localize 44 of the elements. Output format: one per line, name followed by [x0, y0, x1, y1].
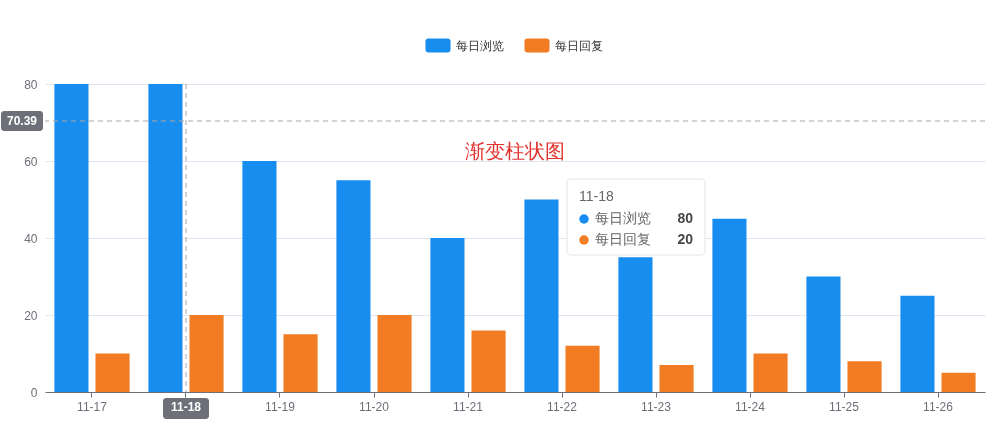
legend-label: 每日浏览 [456, 38, 504, 53]
bar [95, 353, 130, 392]
y-tick-label: 80 [24, 77, 38, 92]
bar [148, 84, 183, 392]
annotation: 20 [677, 231, 694, 247]
bar [900, 295, 935, 392]
bar [712, 218, 747, 392]
bar [524, 199, 559, 392]
legend-label: 每日回复 [555, 38, 603, 53]
x-tick-label: 11-26 [923, 399, 954, 414]
bar [189, 315, 224, 392]
x-tick-label: 11-17 [77, 399, 108, 414]
bar [847, 361, 882, 392]
annotation: 80 [677, 210, 694, 226]
annotation: 每日浏览 [595, 210, 651, 226]
x-tick-label: 11-23 [641, 399, 672, 414]
text: 渐变柱状图 [465, 140, 565, 162]
annotation: 每日回复 [595, 231, 651, 247]
bar [806, 276, 841, 392]
annotation: 11-18 [579, 188, 614, 204]
x-tick-label: 11-21 [453, 399, 484, 414]
x-tick-label: 11-22 [547, 399, 578, 414]
bar [753, 353, 788, 392]
x-tick-label: 11-18 [170, 399, 202, 414]
x-tick-label: 11-19 [265, 399, 296, 414]
bar [54, 84, 89, 392]
bar [471, 330, 506, 392]
bar [430, 238, 465, 392]
bar [283, 334, 318, 392]
x-tick-label: 11-24 [735, 399, 766, 414]
x-tick-label: 11-20 [359, 399, 390, 414]
x-tick-label: 11-25 [829, 399, 860, 414]
ref-line-label: 70.39 [6, 114, 38, 128]
bar [377, 315, 412, 392]
bar [242, 161, 277, 392]
y-tick-label: 0 [30, 385, 38, 400]
bar [336, 180, 371, 392]
bar [659, 365, 694, 392]
y-tick-label: 60 [24, 154, 38, 169]
bar [565, 345, 600, 392]
bar [618, 257, 653, 392]
y-tick-label: 40 [24, 231, 38, 246]
y-tick-label: 20 [24, 308, 38, 323]
bar [941, 372, 976, 392]
